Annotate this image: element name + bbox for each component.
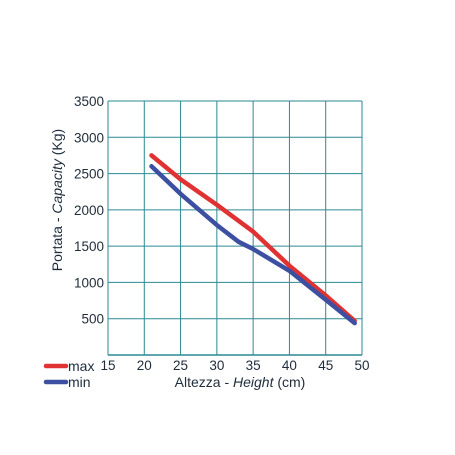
y-tick-label: 3000 [74,130,104,145]
x-tick-label: 20 [137,358,152,373]
y-tick-label: 2500 [74,167,104,182]
legend: max min [43,358,94,390]
legend-max-label: max [68,358,94,374]
grid [107,100,363,356]
series-lines [149,153,357,326]
y-tick-label: 500 [81,312,104,327]
y-tick-labels: 500 1000 1500 2000 2500 3000 3500 [74,94,104,327]
series-line-min [149,164,357,326]
x-tick-label: 45 [318,358,333,373]
x-tick-label: 25 [173,358,188,373]
y-tick-label: 1000 [74,275,104,290]
y-tick-label: 1500 [74,239,104,254]
y-tick-label: 3500 [74,94,104,109]
x-tick-label: 15 [100,358,115,373]
legend-min-label: min [68,374,91,390]
series-line-max [149,153,357,324]
x-axis-title: Altezza - Height (cm) [175,374,306,390]
x-tick-label: 50 [354,358,369,373]
x-tick-labels: 15 20 25 30 35 40 45 50 [100,358,369,373]
x-tick-label: 40 [282,358,297,373]
x-tick-label: 30 [209,358,224,373]
y-axis-title: Portata - Capacity (Kg) [49,129,65,271]
x-tick-label: 35 [246,358,261,373]
y-tick-label: 2000 [74,203,104,218]
